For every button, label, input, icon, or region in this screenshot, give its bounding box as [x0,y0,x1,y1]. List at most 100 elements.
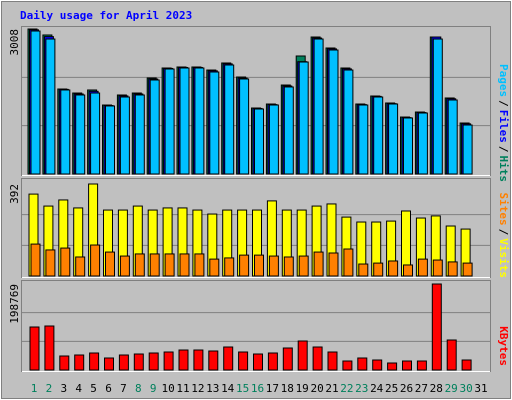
x-tick-label: 28 [430,382,443,395]
x-tick-label: 8 [135,382,142,395]
bar [75,256,86,277]
bar [118,354,129,371]
bar [268,104,279,175]
x-tick-label: 18 [281,382,294,395]
legend: Sites / Visits [497,193,510,279]
bar [388,260,399,277]
bar [417,258,428,277]
bar [403,117,413,175]
bar [254,108,264,175]
bar [298,61,309,175]
bar [60,89,71,175]
bar [372,359,383,371]
x-tick-label: 22 [340,382,353,395]
bar [298,255,309,277]
legend-separator: / [497,229,510,236]
bar [447,99,458,175]
bar [208,350,219,371]
legend-entry: Pages [497,64,510,97]
bar [148,352,159,371]
y-tick-label: 198769 [8,284,21,324]
bar [224,64,235,175]
bar [89,352,100,371]
x-tick-label: 17 [266,382,279,395]
bar [223,346,234,371]
bar [163,351,174,371]
bar [224,257,235,277]
bar [134,253,145,277]
bar [239,254,250,277]
bar [133,353,144,371]
chart-title: Daily usage for April 2023 [20,9,192,22]
bar [44,325,55,371]
x-tick-label: 9 [150,382,157,395]
legend: KBytes [497,326,510,366]
bar [313,38,324,175]
bar [105,251,115,277]
x-tick-label: 31 [474,382,487,395]
bar [358,104,369,175]
x-tick-label: 5 [90,382,97,395]
bar [416,360,427,371]
x-tick-label: 12 [191,382,204,395]
bar [461,359,472,371]
bar [328,49,339,175]
x-tick-label: 19 [296,382,309,395]
x-tick-label: 24 [370,382,384,395]
bar [387,362,398,371]
bar [149,79,160,175]
bar [179,253,190,277]
bar [194,67,205,175]
bar [432,259,443,277]
bar [297,340,308,371]
y-tick-label: 392 [8,184,21,204]
bar [283,86,294,175]
x-tick-label: 23 [355,382,368,395]
x-tick-label: 25 [385,382,398,395]
x-tick-label: 3 [60,382,67,395]
bar [267,352,278,371]
bar [446,339,457,371]
bar [327,351,338,371]
bar [194,253,205,277]
bar [209,71,220,175]
bar [328,252,339,277]
bar [45,249,56,277]
x-tick-label: 4 [75,382,82,395]
bar [178,349,189,371]
x-tick-label: 16 [251,382,264,395]
bar [59,355,70,371]
x-tick-label: 1 [31,382,38,395]
bar [209,258,220,277]
x-tick-label: 21 [325,382,338,395]
bar [74,354,85,371]
bar [312,346,323,371]
y-tick-label: 3008 [8,29,21,56]
x-tick-label: 27 [415,382,428,395]
bar [45,38,56,175]
x-tick-label: 2 [46,382,53,395]
x-tick-label: 14 [221,382,235,395]
bar [164,68,175,175]
bar [90,244,101,277]
bar [119,255,130,277]
legend-entry: Hits [497,156,510,183]
x-tick-label: 7 [120,382,127,395]
x-tick-label: 30 [459,382,472,395]
legend-entry: Files [497,110,510,143]
bar [358,263,369,277]
legend-separator: / [497,100,510,107]
x-tick-label: 15 [236,382,249,395]
bar [431,283,442,371]
bar [402,360,412,371]
bar [343,69,354,175]
legend-entry: Visits [497,238,510,278]
bar [119,96,130,175]
bar [30,243,41,277]
bar [462,262,473,277]
legend-entry: Sites [497,193,510,226]
bar [283,256,294,277]
bar [357,357,368,371]
